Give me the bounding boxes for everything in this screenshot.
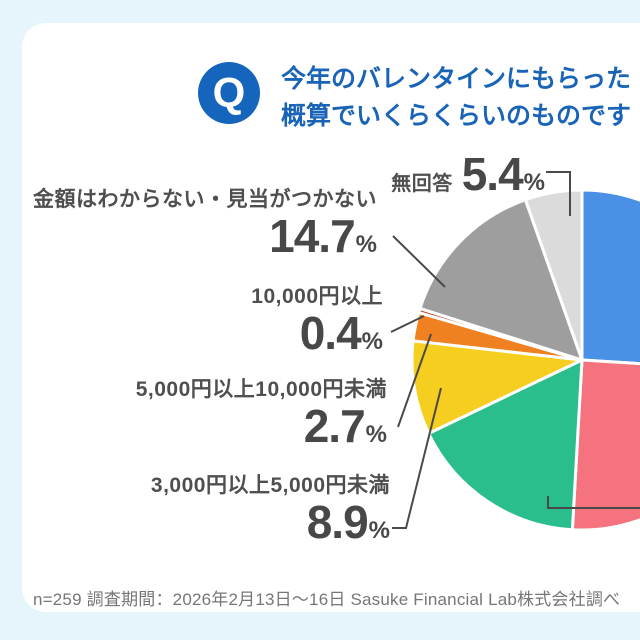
slice-percent-unknown-amount: 14.7% (269, 210, 377, 262)
slice-label-no-answer: 無回答 (391, 173, 453, 195)
callout-no-answer: 無回答 5.4% (391, 147, 545, 201)
q-badge: Q (198, 62, 260, 124)
slice-percent-5000-10000: 2.7% (303, 400, 387, 452)
slice-percent-no-answer: 5.4% (461, 148, 545, 200)
pie-slice-0 (580, 188, 640, 366)
slice-percent-over-10000: 0.4% (299, 307, 383, 359)
slice-percent-3000-5000: 8.9% (306, 496, 390, 548)
pie-slice-3 (410, 339, 584, 435)
slice-label-over-10000: 10,000円以上 (251, 285, 383, 308)
leader-no-answer (546, 171, 571, 216)
leader-cropped-right (547, 496, 640, 509)
callout-unknown-amount: 金額はわからない・見当がつかない 14.7% (33, 183, 377, 263)
q-badge-letter: Q (212, 69, 246, 116)
pie-slice-7 (523, 188, 584, 362)
slice-label-unknown-amount: 金額はわからない・見当がつかない (33, 188, 377, 211)
slice-label-5000-10000: 5,000円以上10,000円未満 (135, 378, 387, 401)
question-text-line1: 今年のバレンタインにもらった (281, 65, 632, 93)
leader-5000-10000 (397, 333, 432, 428)
pie-slice-6 (418, 198, 584, 362)
question-text-line2: 概算でいくらくらいのものです (281, 102, 632, 130)
callout-5000-10000: 5,000円以上10,000円未満 2.7% (136, 373, 387, 453)
pie-slice-2 (427, 358, 584, 532)
leader-unknown-amount (392, 235, 446, 288)
leader-3000-5000 (392, 387, 442, 529)
question-text: 今年のバレンタインにもらった 概算でいくらくらいのものです (281, 61, 631, 135)
callout-over-10000: 10,000円以上 0.4% (251, 280, 383, 360)
pie-slice-1 (570, 358, 640, 532)
survey-note: n=259 調査期間：2026年2月13日〜16日 Sasuke Financi… (33, 590, 621, 609)
leader-over-10000 (390, 315, 425, 333)
slice-label-3000-5000: 3,000円以上5,000円未満 (150, 474, 390, 497)
callout-3000-5000: 3,000円以上5,000円未満 8.9% (151, 469, 390, 549)
